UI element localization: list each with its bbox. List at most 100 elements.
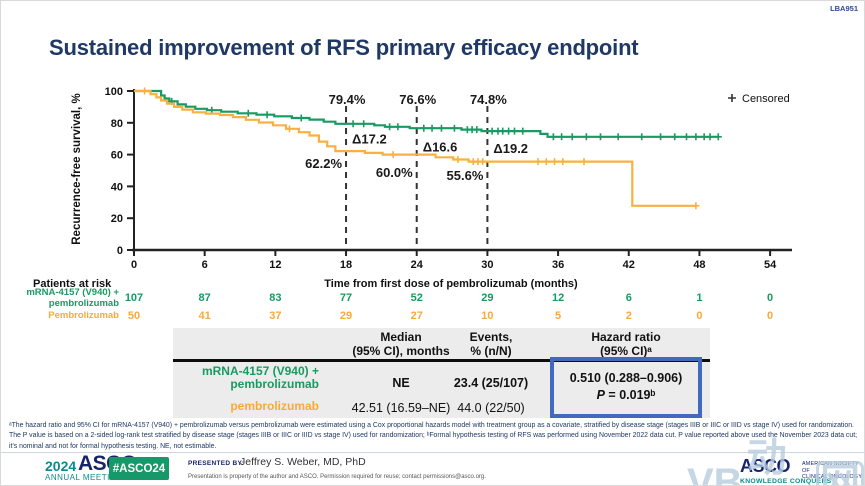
censor-mark — [638, 133, 646, 141]
x-tick-label: 6 — [202, 259, 208, 271]
censor-mark — [671, 133, 679, 141]
y-axis-title: Recurrence-free survival, % — [71, 93, 83, 245]
censor-mark — [568, 133, 576, 141]
at-risk-count: 37 — [269, 310, 282, 322]
at-risk-count: 29 — [339, 310, 353, 322]
censor-mark — [614, 133, 622, 141]
censor-mark — [488, 127, 496, 135]
at-risk-count: 10 — [481, 310, 494, 322]
permission-text: Presentation is property of the author a… — [188, 474, 486, 480]
censored-legend-icon — [728, 94, 736, 102]
censor-mark — [534, 158, 542, 166]
asco-logo-right: ASCO — [740, 456, 791, 476]
x-tick-label: 24 — [411, 259, 424, 271]
asco-org-name: AMERICAN SOCIETY OF CLINICAL ONCOLOGY — [802, 461, 863, 480]
censor-mark — [549, 133, 557, 141]
censor-mark — [706, 133, 714, 141]
footer-divider — [1, 452, 864, 453]
at-risk-count: 5 — [555, 310, 562, 322]
x-axis-title: Time from first dose of pembrolizumab (m… — [324, 278, 578, 290]
censor-mark — [297, 114, 305, 122]
hazard-ratio-value: 0.510 (0.288–0.906) — [569, 371, 683, 385]
censor-mark — [551, 158, 559, 166]
landmark-rate-top: 76.6% — [399, 92, 436, 107]
x-tick-label: 36 — [552, 259, 564, 271]
censor-mark — [692, 202, 700, 210]
censor-mark — [682, 133, 690, 141]
censor-mark — [389, 151, 397, 159]
at-risk-count: 1 — [696, 292, 703, 304]
censor-mark — [360, 120, 368, 128]
landmark-rate-bottom: 60.0% — [376, 165, 413, 180]
footnote: ᵃThe hazard ratio and 95% CI for mRNA-41… — [9, 422, 858, 450]
landmark-rate-top: 74.8% — [470, 92, 507, 107]
combo-median: NE — [392, 376, 410, 390]
at-risk-count: 0 — [696, 310, 703, 322]
censor-mark — [596, 133, 604, 141]
censor-mark — [559, 158, 567, 166]
censor-mark — [386, 123, 394, 131]
table-row-label-combo: mRNA-4157 (V940) + pembrolizumab — [201, 364, 319, 391]
delta-label: Δ17.2 — [352, 131, 387, 146]
y-tick-label: 80 — [111, 118, 123, 130]
asco-logo-meeting: ANNUAL MEETING — [45, 473, 123, 482]
censored-legend-label: Censored — [742, 93, 790, 105]
pembro-events: 44.0 (22/50) — [457, 401, 525, 415]
asco-logo-year: 2024 — [45, 458, 77, 474]
x-tick-label: 18 — [340, 259, 352, 271]
at-risk-count: 107 — [124, 292, 144, 304]
x-tick-label: 54 — [764, 259, 777, 271]
y-tick-label: 20 — [111, 213, 123, 225]
at-risk-count: 41 — [198, 310, 211, 322]
censor-mark — [582, 133, 590, 141]
hashtag-badge: #ASCO24 — [109, 457, 169, 480]
censor-mark — [479, 158, 487, 166]
km-survival-chart: 0 20 40 60 80 100 0 6 12 18 24 30 36 42 48 54 Recurrence… — [71, 86, 792, 271]
censor-mark — [657, 133, 665, 141]
at-risk-count: 12 — [551, 292, 565, 304]
x-tick-label: 12 — [269, 259, 281, 271]
at-risk-count: 50 — [127, 310, 141, 322]
censor-mark — [349, 120, 357, 128]
censor-mark — [558, 133, 566, 141]
combo-events: 23.4 (25/107) — [453, 376, 529, 390]
delta-label: Δ16.6 — [423, 139, 458, 154]
censor-mark — [420, 124, 428, 132]
pembro-median: 42.51 (16.59–NE) — [351, 401, 451, 415]
at-risk-count: 52 — [410, 292, 423, 304]
at-risk-count: 87 — [198, 292, 211, 304]
col-header-median: Median (95% CI), months — [352, 330, 450, 358]
table-row-label-pembro: pembrolizumab — [230, 399, 319, 413]
censor-mark — [285, 125, 293, 133]
km-curve-combo — [134, 89, 719, 138]
at-risk-count: 77 — [339, 292, 353, 304]
censor-mark — [499, 127, 507, 135]
censor-mark — [437, 124, 445, 132]
delta-label: Δ19.2 — [493, 141, 528, 156]
censor-mark — [141, 87, 149, 95]
x-tick-label: 30 — [481, 259, 493, 271]
landmark-rate-bottom: 62.2% — [305, 156, 342, 171]
censor-mark — [505, 127, 513, 135]
at-risk-row-label: mRNA-4157 (V940) + pembrolizumab — [26, 287, 119, 309]
asco-tagline: KNOWLEDGE CONQUERS CANCER — [740, 478, 832, 485]
at-risk-count: 6 — [625, 292, 632, 304]
x-tick-label: 42 — [623, 259, 635, 271]
censor-mark — [519, 127, 527, 135]
header-divider-line — [173, 359, 710, 362]
censor-mark — [692, 133, 700, 141]
y-tick-label: 100 — [105, 86, 123, 98]
at-risk-count: 83 — [269, 292, 282, 304]
y-tick-label: 0 — [117, 245, 123, 257]
censor-mark — [580, 158, 588, 166]
presenter-name: Jeffrey S. Weber, MD, PhD — [240, 456, 366, 468]
at-risk-count: 29 — [481, 292, 494, 304]
at-risk-count: 2 — [625, 310, 632, 322]
at-risk-count: 0 — [767, 292, 774, 304]
hazard-ratio-highlight-box — [550, 357, 702, 418]
landmark-rate-top: 79.4% — [329, 92, 366, 107]
censor-mark — [428, 124, 436, 132]
censor-mark — [394, 123, 402, 131]
col-header-events: Events, % (n/N) — [469, 330, 513, 358]
